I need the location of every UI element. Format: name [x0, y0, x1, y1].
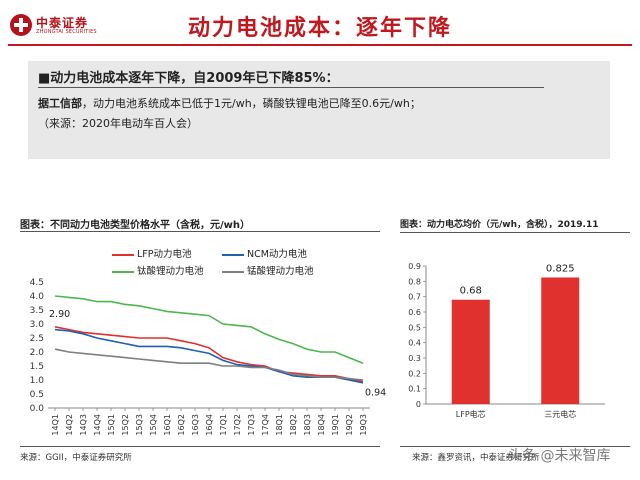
bar	[451, 299, 490, 404]
y-tick-label: 0.7	[408, 293, 421, 302]
y-tick-label: 0.3	[408, 354, 421, 363]
bar-chart: 0 0.1 0.2 0.3 0.4 0.5 0.6 0.7 0.8 0.9 0.68 LFP电芯 0.8…	[408, 262, 605, 419]
y-tick-label: 0.6	[408, 308, 421, 317]
bar-value-label: 0.68	[460, 286, 482, 297]
bar-chart-source: 来源：鑫罗资讯，中泰证券研究所	[412, 453, 540, 463]
x-tick-label: 19Q3	[359, 414, 368, 436]
y-tick-label: 2.0	[30, 348, 45, 358]
legend-lmo: 锰酸锂动力电池	[222, 263, 314, 277]
y-tick-label: 3.0	[30, 320, 45, 330]
x-tick-label: 15Q1	[107, 414, 116, 436]
company-logo: 中泰证券 ZHONGTAI SECURITIES	[10, 12, 120, 40]
line-chart-title: 图表：不同动力电池类型价格水平（含税，元/wh）	[20, 220, 251, 231]
x-tick-label: 18Q1	[275, 414, 284, 436]
x-tick-label: 18Q2	[289, 414, 298, 436]
logo-text-cn: 中泰证券	[36, 16, 89, 30]
y-tick-label: 3.5	[30, 306, 44, 316]
title-divider	[8, 44, 632, 46]
x-tick-label: 16Q4	[205, 414, 214, 436]
x-tick-label: 15Q3	[135, 414, 144, 436]
x-tick-label: 14Q2	[65, 414, 74, 436]
summary-headline: ■动力电池成本逐年下降，自2009年已下降85%：	[38, 71, 339, 86]
legend-label-lmo: 锰酸锂动力电池	[247, 266, 314, 277]
y-tick-label: 4.5	[30, 278, 44, 288]
legend-label-lfp: LFP动力电池	[137, 249, 192, 260]
legend-lfp: LFP动力电池	[112, 246, 192, 260]
line-chart-source-rule	[20, 446, 380, 447]
summary-line-2: （来源：2020年电动车百人会）	[38, 117, 198, 130]
x-tick-label: LFP电芯	[456, 409, 486, 419]
y-tick-label: 0.5	[30, 390, 44, 400]
data-label: 2.90	[49, 309, 70, 320]
x-tick-label: 18Q3	[303, 414, 312, 436]
y-tick-label: 0.2	[408, 369, 421, 378]
x-tick-label: 18Q4	[317, 414, 326, 436]
series-line-ncm	[54, 328, 364, 384]
x-tick-label: 17Q2	[233, 414, 242, 436]
legend-label-lto: 钛酸锂动力电池	[137, 266, 204, 277]
series-line-lmo	[54, 348, 364, 381]
line-chart: 0.0 0.5 1.0 1.5 2.0 2.5 3.0 3.5 4.0 4.5 14Q1 14Q2 14…	[30, 278, 386, 436]
x-tick-label: 16Q2	[177, 414, 186, 436]
y-tick-label: 1.5	[30, 362, 44, 372]
x-tick-label: 三元电芯	[544, 409, 576, 419]
x-tick-label: 16Q3	[191, 414, 200, 436]
line-chart-title-rule	[20, 231, 380, 232]
series-line-lfp	[54, 326, 364, 383]
x-tick-label: 17Q3	[247, 414, 256, 436]
legend-label-ncm: NCM动力电池	[247, 249, 307, 260]
x-tick-label: 15Q4	[149, 414, 158, 436]
logo-text-en: ZHONGTAI SECURITIES	[36, 29, 97, 35]
legend-lto: 钛酸锂动力电池	[112, 263, 204, 277]
y-tick-label: 0.4	[408, 339, 421, 348]
y-tick-label: 0.5	[408, 323, 421, 332]
y-tick-label: 4.0	[30, 292, 45, 302]
legend-swatch-lfp	[112, 253, 134, 256]
bar	[541, 277, 580, 404]
x-tick-label: 17Q4	[261, 414, 270, 436]
data-label: 0.94	[365, 388, 386, 399]
x-tick-label: 14Q1	[51, 414, 60, 436]
y-tick-label: 0.0	[30, 404, 45, 414]
x-tick-label: 15Q2	[121, 414, 130, 436]
legend-swatch-lto	[112, 270, 134, 273]
x-tick-label: 17Q1	[219, 414, 228, 436]
legend-ncm: NCM动力电池	[222, 246, 307, 260]
legend-swatch-lmo	[222, 270, 244, 273]
bar-chart-source-rule	[400, 446, 630, 447]
y-tick-label: 2.5	[30, 334, 44, 344]
bar-chart-title-rule	[400, 232, 630, 233]
y-tick-label: 0.8	[408, 277, 421, 286]
x-tick-label: 14Q4	[93, 414, 102, 436]
x-tick-label: 16Q1	[163, 414, 172, 436]
legend-swatch-ncm	[222, 253, 244, 256]
bar-chart-title: 图表：动力电芯均价（元/wh，含税），2019.11	[400, 220, 599, 230]
summary-line-1: 据工信部，动力电池系统成本已低于1元/wh，磷酸铁锂电池已降至0.6元/wh；	[38, 95, 421, 111]
x-tick-label: 19Q1	[331, 414, 340, 436]
logo-icon	[10, 14, 32, 36]
x-tick-label: 14Q3	[79, 414, 88, 436]
x-tick-label: 19Q2	[345, 414, 354, 436]
series-line-lto	[54, 295, 364, 364]
bar-value-label: 0.825	[546, 264, 575, 275]
summary-divider	[38, 87, 544, 88]
y-tick-label: 0	[416, 400, 421, 409]
page-title: 动力电池成本：逐年下降	[187, 16, 452, 41]
line-chart-source: 来源：GGII，中泰证券研究所	[20, 453, 132, 463]
y-tick-label: 0.9	[408, 262, 421, 271]
watermark: 头条 @未来智库	[508, 448, 611, 464]
y-tick-label: 1.0	[30, 376, 45, 386]
y-tick-label: 0.1	[408, 385, 421, 394]
summary-panel: ■动力电池成本逐年下降，自2009年已下降85%： 据工信部，动力电池系统成本已…	[28, 61, 610, 159]
summary-line-1-text: ，动力电池系统成本已低于1元/wh，磷酸铁锂电池已降至0.6元/wh；	[82, 97, 421, 110]
summary-source-name: 据工信部	[38, 97, 82, 110]
